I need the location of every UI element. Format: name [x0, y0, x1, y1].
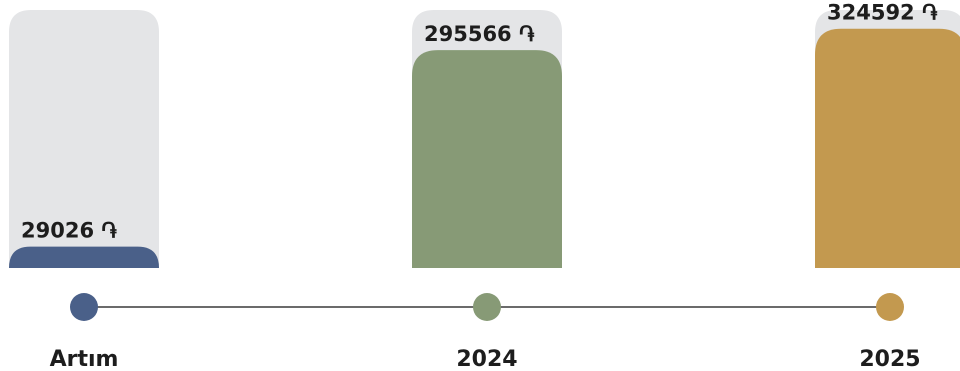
timeline-dot-1 — [473, 293, 501, 321]
category-label-2: 2025 — [859, 347, 920, 371]
bar-2025 — [815, 28, 960, 268]
bar-Artım — [9, 246, 159, 268]
value-label-2: 324592 ֏ — [827, 1, 938, 25]
value-label-0: 29026 ֏ — [21, 219, 117, 243]
timeline-dot-0 — [70, 293, 98, 321]
value-label-1: 295566 ֏ — [424, 22, 535, 46]
bar-2024 — [412, 50, 562, 268]
timeline-dot-2 — [876, 293, 904, 321]
category-label-0: Artım — [50, 347, 119, 371]
bar-track-0 — [9, 10, 159, 268]
category-label-1: 2024 — [456, 347, 517, 371]
